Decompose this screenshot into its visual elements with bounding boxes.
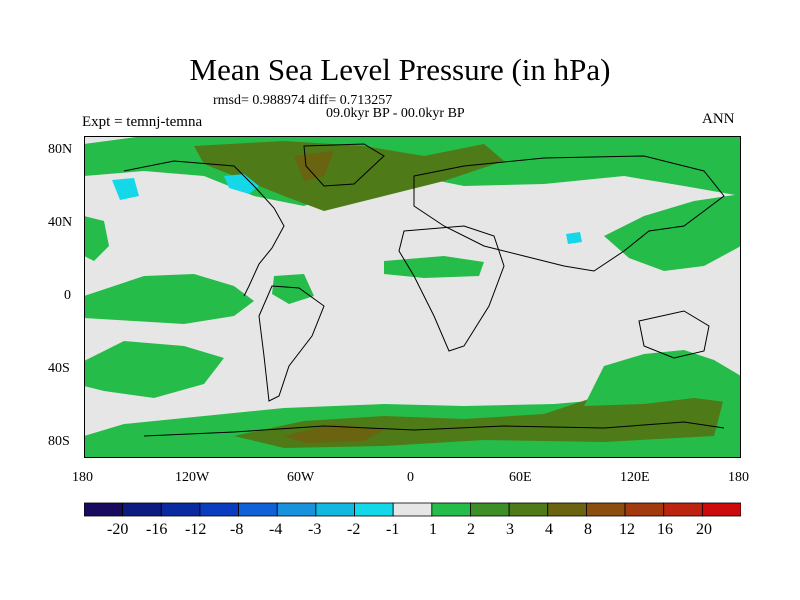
south-pacific-green-region [84,341,224,398]
y-tick-label: 40S [48,361,70,376]
antarctic-brown-core [284,424,384,443]
map-frame [84,136,741,458]
x-tick-label: 60E [509,470,532,485]
colorbar-label: -8 [230,521,244,538]
x-tick-label: 60W [287,470,315,485]
colorbar-box [431,502,471,517]
colorbar-label: -20 [107,521,129,538]
coastlines [123,143,725,437]
colorbar-box [392,502,433,517]
y-tick-label: 80S [48,434,70,449]
colorbar-box [160,502,201,517]
colorbar-label: 2 [467,521,475,538]
arctic-olive-region [194,141,504,211]
y-tick-label: 80N [48,142,73,157]
north-pacific-green-region [604,194,741,271]
alaska-cyan-patch [112,178,139,200]
arctic-brown-core [294,151,334,181]
south-indian-ocean-green [584,350,741,406]
colorbar-box [586,502,626,517]
tropical-atlantic-patch [272,274,314,304]
colorbar-box [624,502,665,517]
x-tick-label: 120W [175,470,210,485]
colorbar-box [354,502,394,517]
colorbar-label: -3 [308,521,322,538]
colorbar-box [315,502,355,517]
colorbar-box [663,502,703,517]
chart-title: Mean Sea Level Pressure (in hPa) [189,52,611,87]
colorbar-label: -12 [185,521,207,538]
x-tick-label: 0 [407,470,414,485]
experiment-label: Expt = temnj-temna [82,114,203,130]
tropical-pacific-green [84,274,254,324]
colorbar-label: -16 [146,521,168,538]
colorbar-box [547,502,587,517]
colorbar-box [701,502,741,517]
x-tick-label: 180 [728,470,749,485]
colorbar-label: 16 [657,521,673,538]
colorbar-box [276,502,317,517]
colorbar-box [238,502,278,517]
period-subtitle: 09.0kyr BP - 00.0kyr BP [326,106,465,121]
x-tick-label: 120E [620,470,650,485]
colorbar-box [199,502,239,517]
colorbar-label: 1 [429,521,437,538]
colorbar-label: -4 [269,521,283,538]
colorbar [84,502,741,517]
y-tick-label: 40N [48,215,73,230]
colorbar-label: -1 [386,521,400,538]
sahel-green-band [384,256,484,278]
y-tick-label: 0 [64,288,71,303]
colorbar-box [122,502,162,517]
pressure-difference-map [84,136,741,458]
colorbar-label: 8 [584,521,592,538]
colorbar-box [508,502,549,517]
colorbar-label: 3 [506,521,514,538]
colorbar-box [470,502,510,517]
colorbar-label: 4 [545,521,553,538]
hudson-cyan-patch [224,174,259,194]
stats-subtitle: rmsd= 0.988974 diff= 0.713257 [213,93,393,108]
asia-cyan-patch [566,232,582,244]
x-tick-label: 180 [72,470,93,485]
colorbar-label: -2 [347,521,361,538]
colorbar-box [84,502,124,517]
colorbar-label: 20 [696,521,712,538]
season-label: ANN [702,111,735,127]
dateline-green-patch [84,216,109,261]
colorbar-label: 12 [619,521,635,538]
